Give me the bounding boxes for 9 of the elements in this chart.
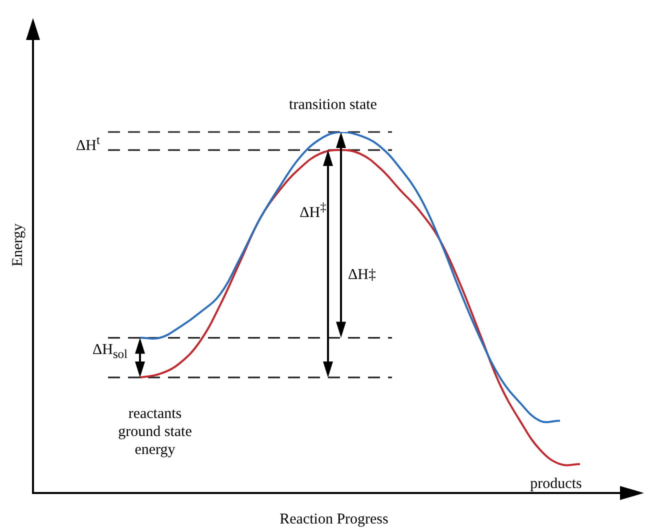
annotation: ΔH‡ xyxy=(348,266,376,284)
annotation: ΔH$^{‡}$ xyxy=(300,199,326,222)
annotation: reactants ground state energy xyxy=(118,405,192,459)
text: ΔH$^{t}$ xyxy=(76,132,100,155)
text: ΔH$_{sol}$ xyxy=(92,341,128,363)
text: Energy xyxy=(9,223,27,267)
text: transition state xyxy=(289,96,377,114)
annotation: products xyxy=(530,475,582,493)
x-axis-title: Reaction Progress xyxy=(280,512,388,528)
